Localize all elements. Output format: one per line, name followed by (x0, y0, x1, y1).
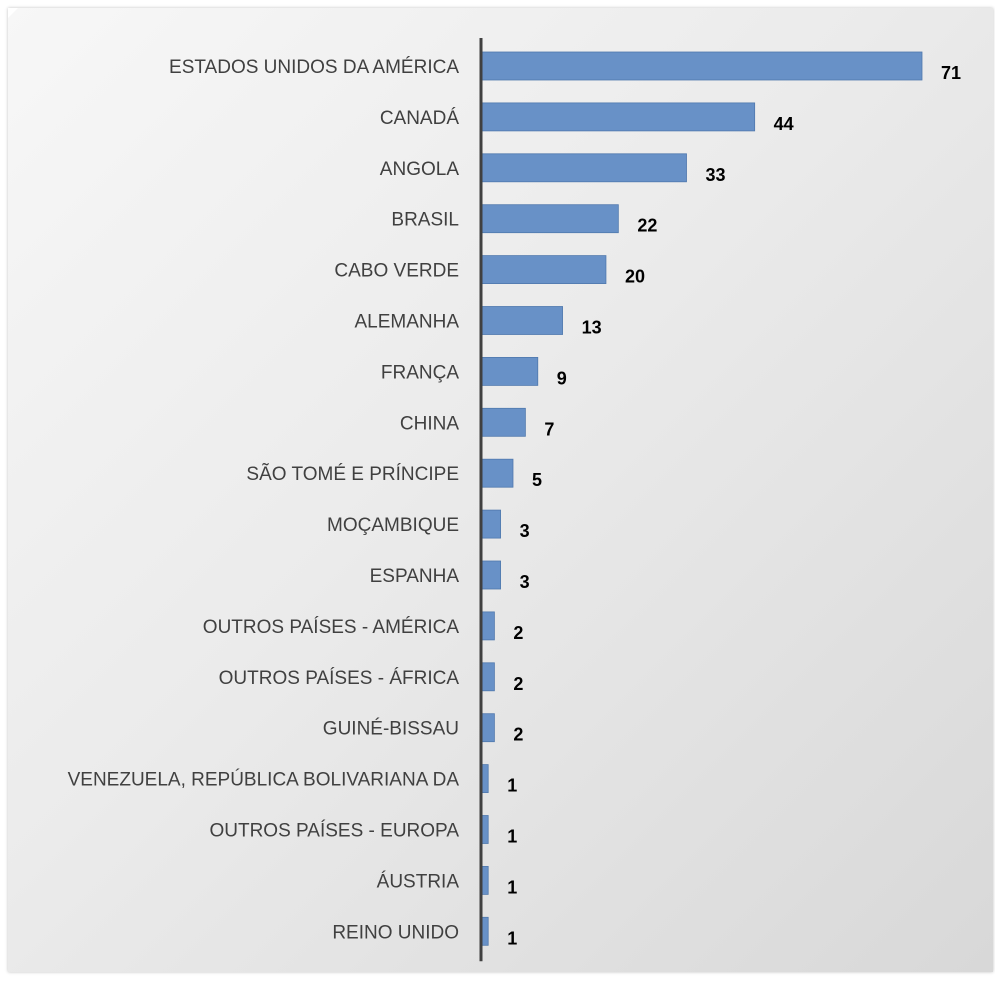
data-label: 1 (507, 776, 517, 796)
data-label: 33 (706, 165, 726, 185)
bar (481, 255, 607, 285)
bar (481, 102, 756, 132)
data-label: 7 (544, 419, 554, 439)
data-label: 13 (582, 318, 602, 338)
category-label: OUTROS PAÍSES - EUROPA (209, 821, 459, 842)
data-label: 1 (507, 877, 517, 897)
bar (481, 916, 489, 946)
category-label: ALEMANHA (354, 312, 459, 333)
data-label: 3 (520, 521, 530, 541)
bar (481, 306, 563, 335)
category-label: ESPANHA (370, 566, 460, 587)
bar (481, 662, 495, 692)
data-label: 5 (532, 470, 542, 490)
bar (481, 407, 526, 437)
chart-frame: ESTADOS UNIDOS DA AMÉRICA 71 CANADÁ 44 ANGOL… (8, 8, 993, 972)
data-label: 2 (513, 674, 523, 694)
bar (481, 560, 501, 590)
category-label: FRANÇA (381, 362, 459, 383)
category-label: REINO UNIDO (332, 922, 459, 943)
data-label: 44 (774, 114, 794, 134)
category-label: OUTROS PAÍSES - AMÉRICA (203, 617, 460, 638)
bar (481, 458, 514, 488)
bar (481, 509, 501, 539)
category-label: CABO VERDE (334, 261, 459, 282)
bar (481, 51, 923, 81)
category-label: CANADÁ (380, 108, 460, 129)
category-label: GUINÉ-BISSAU (323, 719, 459, 740)
bar (481, 611, 495, 641)
bar (481, 713, 495, 743)
data-label: 3 (520, 572, 530, 592)
category-label: VENEZUELA, REPÚBLICA BOLIVARIANA DA (68, 769, 460, 791)
bar (481, 204, 619, 234)
category-label: ÁUSTRIA (377, 871, 460, 892)
category-label: ESTADOS UNIDOS DA AMÉRICA (169, 57, 459, 78)
bar (481, 764, 489, 793)
category-label: BRASIL (391, 210, 459, 231)
data-label: 9 (557, 368, 567, 388)
bar (481, 815, 489, 844)
data-label: 1 (507, 928, 517, 948)
bar (481, 153, 687, 183)
category-label: MOÇAMBIQUE (327, 515, 459, 536)
bar (481, 866, 489, 895)
data-label: 2 (513, 623, 523, 643)
category-label: ANGOLA (380, 159, 460, 180)
data-label: 22 (637, 216, 657, 236)
category-label: SÃO TOMÉ E PRÍNCIPE (246, 463, 459, 485)
data-label: 71 (941, 63, 961, 83)
bar (481, 356, 539, 386)
data-label: 20 (625, 267, 645, 287)
data-label: 1 (507, 827, 517, 847)
category-label: OUTROS PAÍSES - ÁFRICA (219, 668, 460, 689)
category-label: CHINA (400, 413, 459, 434)
data-label: 2 (513, 725, 523, 745)
